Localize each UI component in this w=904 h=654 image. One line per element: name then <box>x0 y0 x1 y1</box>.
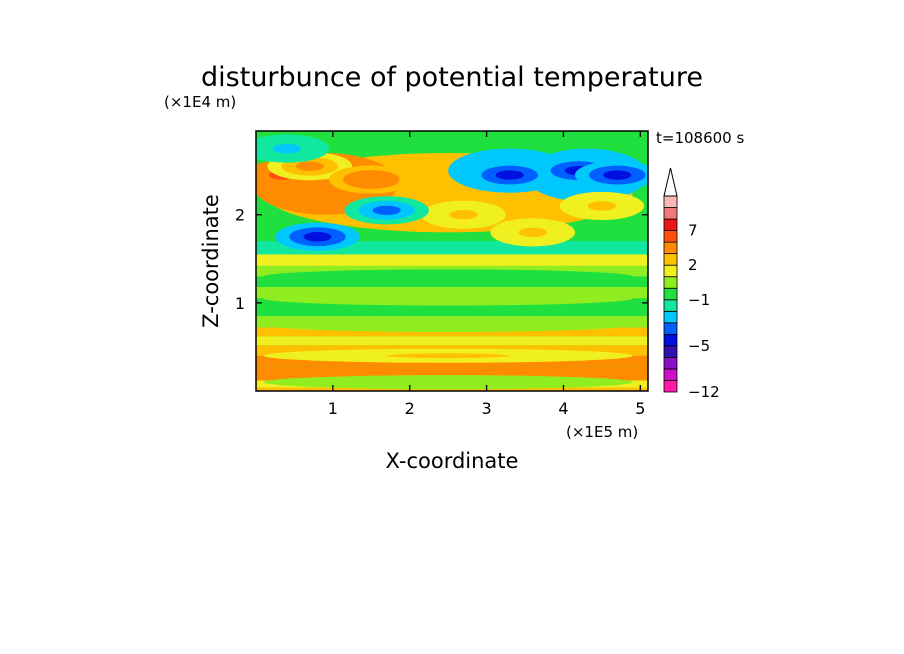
colorbar-swatch <box>663 333 678 347</box>
colorbar-extend-arrow <box>663 167 678 197</box>
field-feature <box>518 227 547 238</box>
x-axis-label: X-coordinate <box>386 449 519 473</box>
field-feature <box>587 201 616 211</box>
field-feature <box>355 378 541 386</box>
colorbar-swatch <box>663 380 678 393</box>
x-tick-label: 1 <box>328 399 338 418</box>
colorbar-swatch <box>663 357 678 370</box>
x-axis: 1 2 3 4 5 <box>328 131 645 418</box>
field-feature <box>357 174 386 185</box>
y-axis-label: Z-coordinate <box>199 194 223 328</box>
x-scale-label: (×1E5 m) <box>566 423 638 441</box>
colorbar-swatch <box>663 241 678 255</box>
colorbar-label: −5 <box>688 337 710 355</box>
colorbar-swatch <box>663 195 678 208</box>
y-scale-label: (×1E4 m) <box>164 93 236 111</box>
colorbar <box>663 167 678 393</box>
colorbar-swatch <box>663 218 678 231</box>
colorbar-swatch <box>663 207 678 220</box>
x-tick-label: 4 <box>558 399 568 418</box>
field-feature <box>355 294 541 302</box>
colorbar-swatch <box>663 322 678 335</box>
y-tick-label: 1 <box>235 294 245 313</box>
colorbar-swatch <box>663 310 678 324</box>
chart-title: disturbunce of potential temperature <box>201 62 703 93</box>
colorbar-label: 7 <box>688 222 698 240</box>
field-feature <box>303 232 332 242</box>
x-tick-label: 2 <box>405 399 415 418</box>
field-feature <box>355 272 541 280</box>
y-axis: 12 <box>235 206 648 313</box>
colorbar-label: 2 <box>688 256 698 274</box>
field-band <box>256 387 648 391</box>
field-feature <box>355 321 541 329</box>
colorbar-labels: 7 2 −1 −5 −12 <box>688 222 720 401</box>
field-feature <box>372 205 401 216</box>
colorbar-swatch <box>663 368 678 381</box>
contour-bands <box>256 134 648 391</box>
colorbar-swatch <box>663 345 678 358</box>
field-feature <box>603 170 632 180</box>
colorbar-swatch <box>663 287 678 301</box>
x-tick-label: 5 <box>635 399 645 418</box>
colorbar-swatch <box>663 276 678 289</box>
colorbar-swatch <box>663 253 678 266</box>
y-tick-label: 2 <box>235 206 245 225</box>
temperature-field <box>256 131 648 391</box>
colorbar-swatch <box>663 230 678 243</box>
colorbar-swatch <box>663 264 678 278</box>
field-feature <box>295 161 324 171</box>
field-feature <box>386 353 510 359</box>
field-feature <box>272 143 301 154</box>
field-band <box>256 327 648 337</box>
time-label: t=108600 s <box>656 129 744 147</box>
field-band <box>256 336 648 346</box>
plot-frame <box>255 130 649 392</box>
colorbar-label: −12 <box>688 383 720 401</box>
x-tick-label: 3 <box>481 399 491 418</box>
field-feature <box>449 210 478 220</box>
field-feature <box>495 170 524 180</box>
colorbar-swatch <box>663 299 678 312</box>
colorbar-label: −1 <box>688 291 710 309</box>
field-band <box>256 254 648 266</box>
